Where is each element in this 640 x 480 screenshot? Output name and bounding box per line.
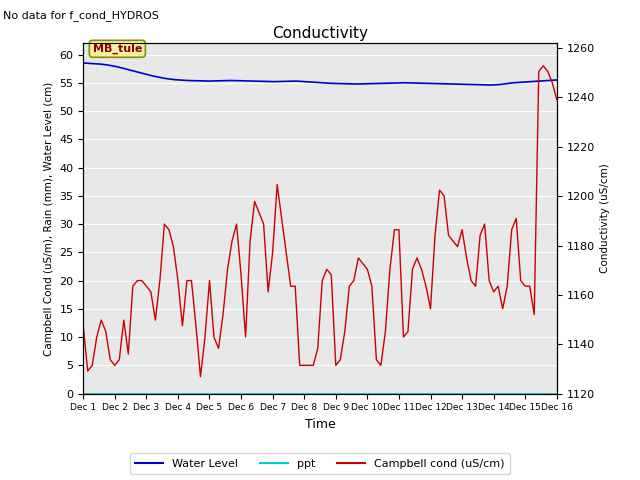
Legend: Water Level, ppt, Campbell cond (uS/cm): Water Level, ppt, Campbell cond (uS/cm) bbox=[130, 453, 510, 474]
Water Level bbox=[527, 79, 534, 84]
Water Level bbox=[310, 79, 317, 85]
Water Level bbox=[544, 78, 552, 84]
Campbell cond (uS/cm) bbox=[364, 266, 371, 272]
Line: Water Level: Water Level bbox=[83, 63, 557, 85]
Line: Campbell cond (uS/cm): Campbell cond (uS/cm) bbox=[83, 66, 557, 377]
Y-axis label: Campbell Cond (uS/m), Rain (mm), Water Level (cm): Campbell Cond (uS/m), Rain (mm), Water L… bbox=[44, 81, 54, 356]
Campbell cond (uS/cm) bbox=[540, 63, 547, 69]
ppt bbox=[168, 391, 175, 396]
Campbell cond (uS/cm) bbox=[93, 334, 100, 340]
Campbell cond (uS/cm) bbox=[79, 323, 87, 329]
Title: Conductivity: Conductivity bbox=[272, 25, 368, 41]
Text: MB_tule: MB_tule bbox=[93, 44, 142, 54]
Campbell cond (uS/cm) bbox=[408, 266, 416, 272]
Campbell cond (uS/cm) bbox=[390, 227, 398, 233]
Y-axis label: Conductivity (uS/cm): Conductivity (uS/cm) bbox=[600, 164, 611, 273]
Water Level bbox=[218, 78, 226, 84]
ppt bbox=[79, 391, 87, 396]
Campbell cond (uS/cm) bbox=[494, 283, 502, 289]
X-axis label: Time: Time bbox=[305, 418, 335, 431]
ppt bbox=[513, 391, 520, 396]
ppt bbox=[205, 391, 213, 396]
Water Level bbox=[488, 82, 495, 88]
ppt bbox=[99, 391, 106, 396]
Campbell cond (uS/cm) bbox=[196, 374, 204, 380]
ppt bbox=[553, 391, 561, 396]
Water Level bbox=[414, 80, 422, 86]
Water Level bbox=[79, 60, 87, 66]
Water Level bbox=[296, 78, 304, 84]
Campbell cond (uS/cm) bbox=[553, 97, 561, 103]
Text: No data for f_cond_HYDROS: No data for f_cond_HYDROS bbox=[3, 10, 159, 21]
ppt bbox=[108, 391, 116, 396]
ppt bbox=[529, 391, 537, 396]
Campbell cond (uS/cm) bbox=[359, 261, 367, 266]
Water Level bbox=[553, 77, 561, 83]
